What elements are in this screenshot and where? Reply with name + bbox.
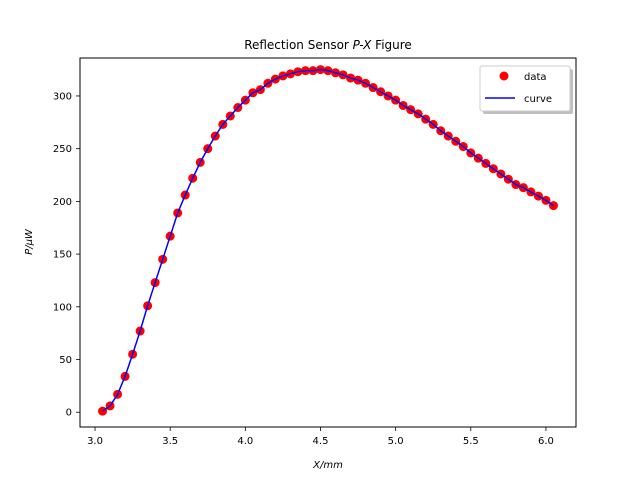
x-tick-label: 3.0 xyxy=(87,436,103,447)
y-axis-ticks: 0 50 100 150 200 250 300 xyxy=(53,91,80,419)
legend-data-label: data xyxy=(524,72,547,83)
data-point xyxy=(548,201,558,211)
x-tick-label: 6.0 xyxy=(538,436,554,447)
x-tick-label: 5.5 xyxy=(463,436,479,447)
y-tick-label: 0 xyxy=(66,408,72,419)
y-tick-label: 200 xyxy=(53,197,72,208)
x-axis-label: X/mm xyxy=(312,460,343,471)
y-tick-label: 250 xyxy=(53,144,72,155)
y-tick-label: 300 xyxy=(53,91,72,102)
legend-curve-label: curve xyxy=(524,94,552,105)
x-tick-label: 4.5 xyxy=(313,436,329,447)
y-tick-label: 50 xyxy=(59,355,72,366)
chart-title-vars: P-X xyxy=(353,38,372,52)
curve-line xyxy=(102,68,554,412)
y-tick-label: 100 xyxy=(53,302,72,313)
y-tick-label: 150 xyxy=(53,250,72,261)
legend: data curve xyxy=(479,65,573,114)
x-tick-label: 3.5 xyxy=(162,436,178,447)
x-axis-ticks: 3.0 3.5 4.0 4.5 5.0 5.5 6.0 xyxy=(87,427,554,447)
chart-title-main: Reflection Sensor xyxy=(244,38,352,52)
data-point xyxy=(98,406,108,416)
y-axis-label: P/μW xyxy=(24,228,35,255)
legend-data-marker xyxy=(499,71,509,81)
chart-title: Reflection Sensor P-X Figure xyxy=(244,38,412,52)
x-tick-label: 4.0 xyxy=(237,436,253,447)
plot-frame xyxy=(79,57,577,428)
chart-title-tail: Figure xyxy=(371,38,411,52)
x-tick-label: 5.0 xyxy=(388,436,404,447)
plot-content xyxy=(98,65,558,416)
